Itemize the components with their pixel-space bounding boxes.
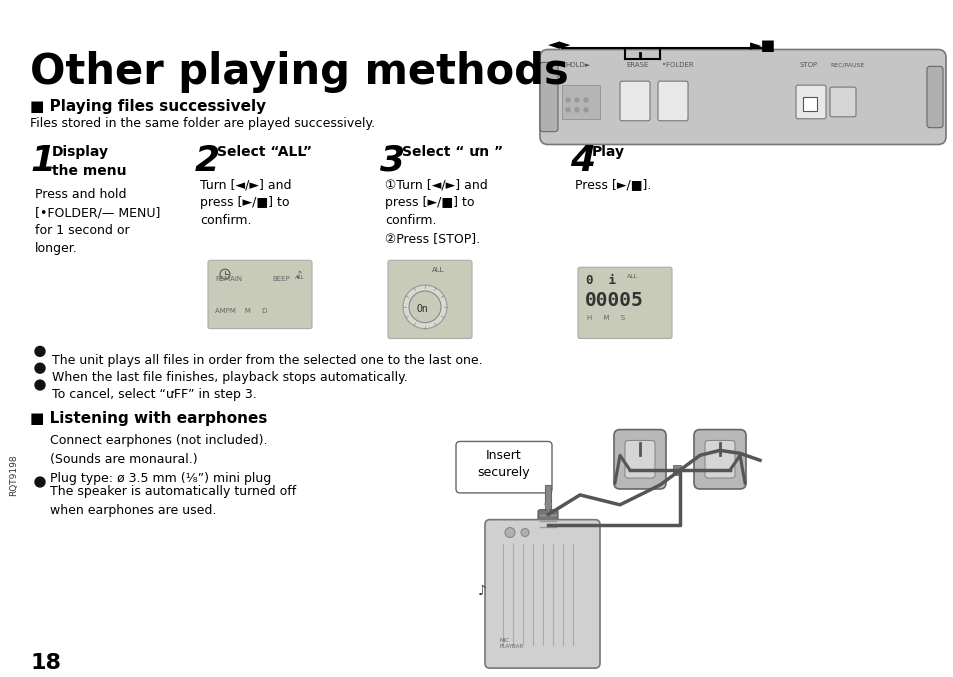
Text: 4: 4 [569,144,595,177]
Bar [561,85,599,118]
Text: ERASE: ERASE [625,62,648,68]
FancyBboxPatch shape [795,85,825,118]
FancyBboxPatch shape [829,87,855,117]
Text: ①Turn [◄/►] and
press [►/■] to
confirm.
②Press [STOP].: ①Turn [◄/►] and press [►/■] to confirm. … [385,178,487,245]
Text: MIC
PLAYBAR: MIC PLAYBAR [499,638,523,649]
Text: Connect earphones (not included).
(Sounds are monaural.)
Plug type: ø 3.5 mm (¹⁄: Connect earphones (not included). (Sound… [50,433,271,485]
Text: The unit plays all files in order from the selected one to the last one.: The unit plays all files in order from t… [52,354,482,368]
FancyBboxPatch shape [619,81,649,121]
Bar [672,465,680,475]
Text: HOLD►: HOLD► [564,62,590,68]
Text: Other playing methods: Other playing methods [30,51,568,93]
FancyBboxPatch shape [456,441,552,493]
Text: REMAIN: REMAIN [214,276,242,282]
Circle shape [520,529,529,536]
Text: STOP: STOP [800,62,818,68]
FancyBboxPatch shape [926,66,942,128]
Text: 3: 3 [379,144,405,177]
Text: 2: 2 [194,144,220,177]
FancyBboxPatch shape [624,441,655,478]
FancyBboxPatch shape [388,261,472,338]
Circle shape [565,108,569,112]
FancyBboxPatch shape [539,62,558,131]
FancyBboxPatch shape [208,261,312,328]
FancyBboxPatch shape [537,510,558,542]
Circle shape [504,527,515,538]
Text: REC/PAUSE: REC/PAUSE [829,62,863,67]
FancyBboxPatch shape [704,441,734,478]
Text: Display
the menu: Display the menu [52,146,127,178]
Text: Insert
securely: Insert securely [477,450,530,479]
Circle shape [35,364,45,373]
Text: The speaker is automatically turned off
when earphones are used.: The speaker is automatically turned off … [50,485,296,517]
Circle shape [565,98,569,102]
FancyBboxPatch shape [539,49,945,144]
Text: ◄►: ◄► [547,38,571,53]
Text: 1: 1 [30,144,55,177]
Circle shape [35,380,45,390]
Circle shape [402,285,447,328]
Text: Press and hold
[•FOLDER/— MENU]
for 1 second or
longer.: Press and hold [•FOLDER/— MENU] for 1 se… [35,188,160,255]
Bar [802,97,816,111]
Circle shape [575,98,578,102]
Bar [544,485,551,515]
Text: H     M     S: H M S [586,315,624,321]
Text: ■ Playing files successively: ■ Playing files successively [30,99,266,114]
Text: Play: Play [592,146,624,160]
Text: 18: 18 [30,653,61,673]
FancyBboxPatch shape [658,81,687,121]
Text: RQT9198: RQT9198 [10,454,18,496]
FancyBboxPatch shape [614,430,665,489]
Text: Select “ ưn ”: Select “ ưn ” [401,146,502,160]
Text: When the last file finishes, playback stops automatically.: When the last file finishes, playback st… [52,371,407,384]
Circle shape [575,108,578,112]
FancyBboxPatch shape [578,267,671,338]
Text: 0  i: 0 i [585,274,616,287]
Text: ■ Listening with earphones: ■ Listening with earphones [30,411,267,426]
Text: ALL: ALL [626,274,638,279]
Text: •FOLDER: •FOLDER [661,62,693,68]
Text: AMPM    M     D: AMPM M D [214,308,267,314]
Text: ALL: ALL [432,267,444,274]
Circle shape [583,108,587,112]
Text: Files stored in the same folder are played successively.: Files stored in the same folder are play… [30,117,375,130]
Circle shape [409,291,440,323]
Text: ♪: ♪ [477,584,486,598]
Text: Press [►/■].: Press [►/■]. [575,178,651,191]
Text: On: On [416,304,428,314]
FancyBboxPatch shape [693,430,745,489]
Circle shape [35,477,45,487]
FancyBboxPatch shape [484,520,599,668]
Circle shape [583,98,587,102]
Text: BEEP: BEEP [273,276,290,282]
Text: ♪: ♪ [294,270,301,280]
Text: Select “ALL”: Select “ALL” [216,146,312,160]
Text: ►■: ►■ [749,38,776,53]
Text: ALL: ALL [294,275,304,280]
Circle shape [35,347,45,356]
Text: Turn [◄/►] and
press [►/■] to
confirm.: Turn [◄/►] and press [►/■] to confirm. [200,178,292,227]
Text: 00005: 00005 [584,291,643,310]
Text: To cancel, select “ưFF” in step 3.: To cancel, select “ưFF” in step 3. [52,388,256,401]
